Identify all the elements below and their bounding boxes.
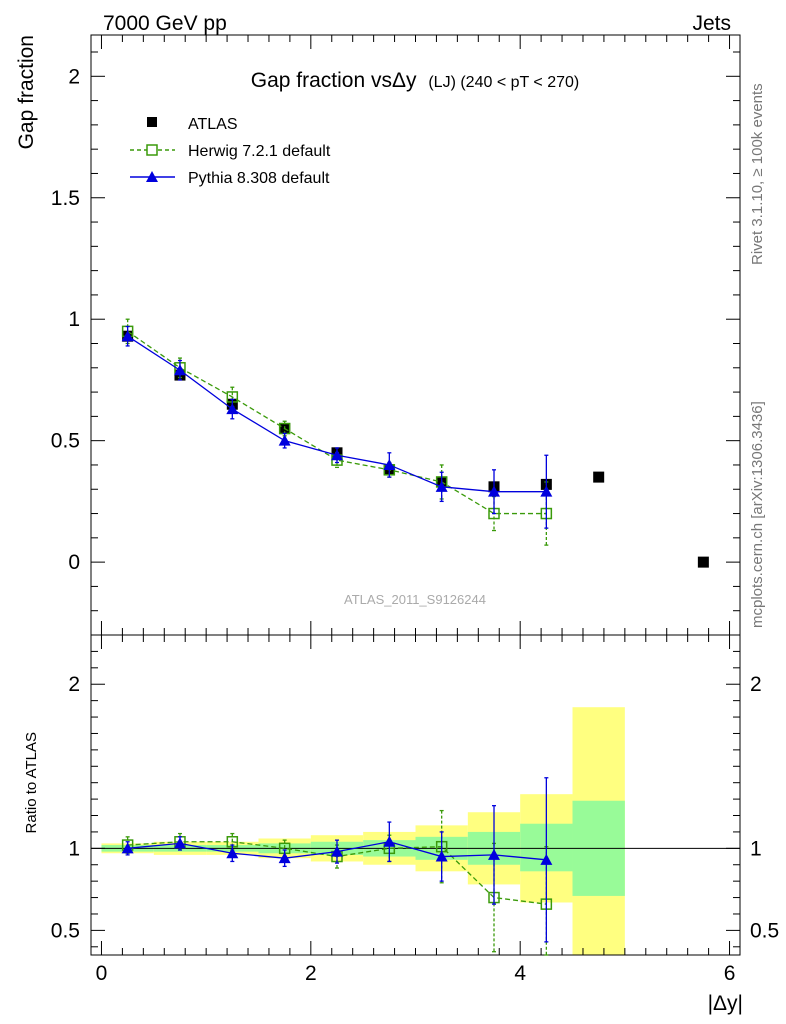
- ratio-y-tick-label-right: 0.5: [750, 919, 779, 942]
- chart-title-main: Gap fraction vsΔy: [251, 69, 417, 92]
- main-point-pythia: [278, 434, 291, 446]
- chart-title: Gap fraction vsΔy (LJ) (240 < pT < 270): [251, 69, 580, 92]
- main-y-tick-label: 1: [68, 308, 80, 331]
- main-y-tick-label: 2: [68, 65, 80, 88]
- ratio-y-tick-label-right: 1: [750, 837, 762, 860]
- main-point-pythia: [330, 449, 343, 461]
- main-point-pythia: [488, 485, 501, 497]
- ratio-y-axis-label: Ratio to ATLAS: [23, 732, 40, 833]
- ratio-point-pythia: [330, 845, 343, 857]
- ratio-point-pythia: [173, 837, 186, 849]
- x-tick-label: 6: [724, 962, 736, 985]
- legend-marker-atlas: [147, 117, 157, 127]
- main-point-pythia: [121, 330, 134, 342]
- main-point-pythia: [383, 458, 396, 470]
- ratio-plot: 0 2 4 6 0.5 0.5 1 1 2 2: [51, 634, 779, 985]
- ratio-y-tick-label: 2: [68, 673, 80, 696]
- x-tick-label: 0: [96, 962, 108, 985]
- legend-label-herwig: Herwig 7.2.1 default: [188, 143, 331, 160]
- header-process: Jets: [692, 12, 731, 35]
- main-y-tick-label: 1.5: [51, 187, 80, 210]
- ratio-point-pythia: [226, 847, 239, 859]
- analysis-watermark: ATLAS_2011_S9126244: [344, 592, 486, 607]
- mcplots-label: mcplots.cern.ch [arXiv:1306.3436]: [749, 401, 766, 628]
- main-point-pythia: [435, 480, 448, 492]
- legend-marker-herwig: [146, 144, 158, 156]
- main-point-pythia: [173, 364, 186, 376]
- main-line-pythia: [127, 335, 547, 493]
- ratio-point-pythia: [488, 848, 501, 860]
- x-tick-label: 4: [514, 962, 526, 985]
- rivet-label: Rivet 3.1.10, ≥ 100k events: [749, 83, 766, 265]
- ratio-point-pythia: [278, 852, 291, 864]
- legend-label-atlas: ATLAS: [188, 116, 238, 133]
- legend: ATLAS Herwig 7.2.1 default Pythia 8.308 …: [130, 116, 331, 187]
- ratio-y-tick-label: 1: [68, 837, 80, 860]
- main-y-tick-label: 0: [68, 551, 80, 574]
- x-tick-label: 2: [305, 962, 317, 985]
- main-point-atlas: [593, 471, 605, 483]
- x-axis-label: |Δy|: [708, 992, 743, 1015]
- main-y-axis-label: Gap fraction: [15, 35, 38, 149]
- legend-label-pythia: Pythia 8.308 default: [188, 170, 330, 187]
- ratio-point-pythia: [435, 850, 448, 862]
- main-point-atlas: [697, 556, 709, 568]
- ratio-point-pythia: [540, 853, 553, 865]
- header-energy: 7000 GeV pp: [103, 12, 227, 35]
- ratio-point-pythia: [383, 835, 396, 847]
- main-y-tick-label: 0.5: [51, 430, 80, 453]
- ratio-point-pythia: [121, 842, 134, 854]
- main-line-herwig: [127, 330, 547, 515]
- main-point-pythia: [540, 485, 553, 497]
- main-point-pythia: [226, 403, 239, 415]
- ratio-y-tick-label-right: 2: [750, 673, 762, 696]
- main-plot: 0 0.5 1 1.5 2: [51, 34, 741, 636]
- legend-marker-pythia: [146, 171, 158, 182]
- chart-title-sub: (LJ) (240 < pT < 270): [428, 74, 579, 91]
- ratio-y-tick-label: 0.5: [51, 919, 80, 942]
- ratio-frame: [90, 634, 741, 956]
